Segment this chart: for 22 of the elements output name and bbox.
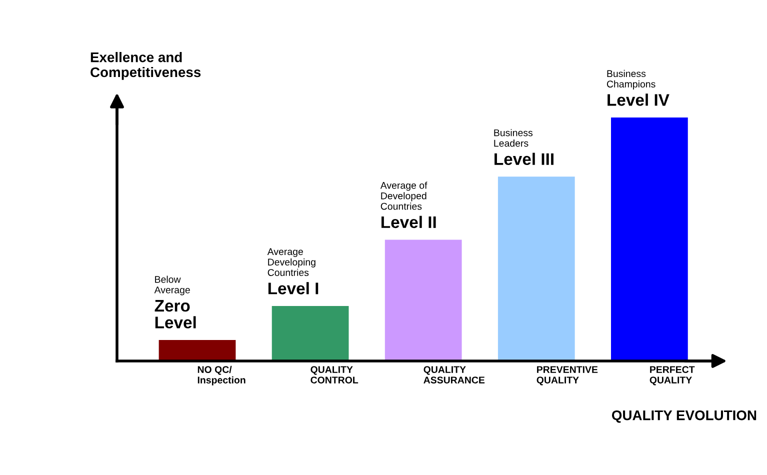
- annotation: Average Developing Countries: [267, 248, 316, 276]
- text: Business Champions: [606, 70, 656, 90]
- annotation: Average of Developed Countries: [380, 182, 428, 210]
- annotation: Zero Level: [154, 300, 196, 328]
- bar: [498, 176, 575, 361]
- x-tick-label: PREVENTIVE QUALITY: [536, 366, 598, 386]
- annotation: Below Average: [154, 276, 190, 296]
- bar: [384, 240, 462, 361]
- y-axis-title: Exellence and Competitiveness: [90, 52, 201, 80]
- annotation: Level II: [382, 216, 436, 228]
- annotation: Business Leaders: [494, 129, 533, 147]
- x-tick-label: QUALITY ASSURANCE: [424, 366, 485, 384]
- x-axis-title: QUALITY EVOLUTION: [612, 410, 756, 423]
- bar: [611, 117, 688, 361]
- annotation: Level I: [268, 282, 318, 294]
- annotation: Level III: [494, 152, 554, 166]
- bar: [272, 306, 349, 361]
- annotation: Level IV: [608, 94, 670, 106]
- x-tick-label: PERFECT QUALITY: [650, 366, 695, 386]
- x-tick-label: NO QC/ Inspection: [198, 366, 246, 386]
- x-tick-label: QUALITY CONTROL: [310, 366, 358, 384]
- bar: [158, 340, 236, 361]
